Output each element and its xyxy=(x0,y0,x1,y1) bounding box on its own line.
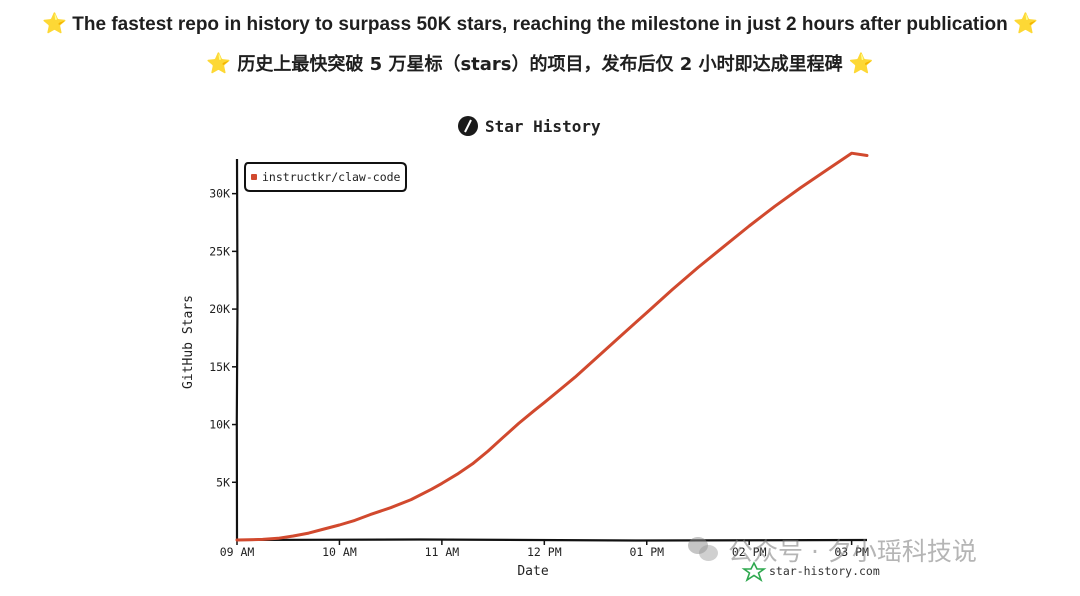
x-tick-label: 10 AM xyxy=(322,545,357,559)
x-axis-ticks: 09 AM 10 AM 11 AM 12 PM 01 PM 02 PM 03 PM xyxy=(220,540,869,559)
x-tick-label: 02 PM xyxy=(732,545,767,559)
watermark: 公众号 · 夕小瑶科技说 xyxy=(688,532,977,568)
headline-english-text: The fastest repo in history to surpass 5… xyxy=(72,14,1008,35)
chart-title: Star History xyxy=(485,117,601,136)
x-tick-label: 09 AM xyxy=(220,545,255,559)
star-outline-icon xyxy=(741,561,767,582)
y-tick-label: 20K xyxy=(209,302,230,316)
legend: instructkr/claw-code xyxy=(244,162,407,192)
x-axis-line xyxy=(236,538,868,542)
legend-swatch xyxy=(251,174,257,180)
star-icon: ⭐ xyxy=(848,51,874,75)
y-tick-label: 30K xyxy=(209,187,230,201)
star-icon: ⭐ xyxy=(206,51,232,75)
source-credit: star-history.com xyxy=(741,561,880,582)
y-axis-ticks: 5K 10K 15K 20K 25K 30K xyxy=(209,187,237,489)
x-tick-label: 01 PM xyxy=(629,545,664,559)
y-tick-label: 10K xyxy=(209,418,230,432)
y-tick-label: 5K xyxy=(216,475,230,489)
series-line xyxy=(235,151,869,542)
source-text: star-history.com xyxy=(769,564,880,578)
x-tick-label: 03 PM xyxy=(834,545,869,559)
y-tick-label: 25K xyxy=(209,244,230,258)
legend-box xyxy=(244,162,407,192)
star-icon: ⭐ xyxy=(42,13,67,35)
headline-english: ⭐ The fastest repo in history to surpass… xyxy=(0,11,1080,36)
headline-chinese-text: 历史上最快突破 5 万星标（stars）的项目，发布后仅 2 小时即达成里程碑 xyxy=(237,54,843,75)
x-axis-label: Date xyxy=(517,564,548,579)
chart-title-group: Star History xyxy=(458,116,601,136)
wechat-icon xyxy=(688,537,720,563)
star-icon: ⭐ xyxy=(1013,13,1038,35)
headline-chinese: ⭐ 历史上最快突破 5 万星标（stars）的项目，发布后仅 2 小时即达成里程… xyxy=(0,50,1080,76)
slash-badge-icon-mark xyxy=(464,119,472,133)
legend-label: instructkr/claw-code xyxy=(262,170,401,184)
y-axis-label: GitHub Stars xyxy=(181,295,196,389)
y-tick-label: 15K xyxy=(209,360,230,374)
watermark-text: 公众号 · 夕小瑶科技说 xyxy=(728,537,977,566)
x-tick-label: 11 AM xyxy=(425,545,460,559)
y-axis-line xyxy=(235,158,239,541)
x-tick-label: 12 PM xyxy=(527,545,562,559)
